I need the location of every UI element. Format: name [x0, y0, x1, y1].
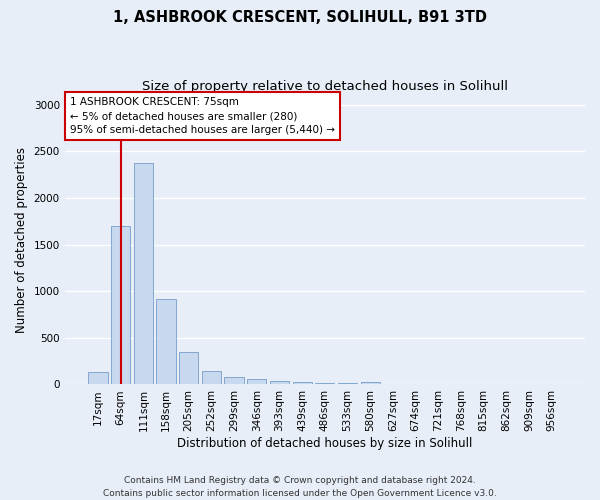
- X-axis label: Distribution of detached houses by size in Solihull: Distribution of detached houses by size …: [177, 437, 473, 450]
- Text: Contains HM Land Registry data © Crown copyright and database right 2024.
Contai: Contains HM Land Registry data © Crown c…: [103, 476, 497, 498]
- Bar: [224, 377, 244, 384]
- Bar: [247, 380, 266, 384]
- Bar: [338, 383, 357, 384]
- Bar: [134, 162, 153, 384]
- Y-axis label: Number of detached properties: Number of detached properties: [15, 147, 28, 333]
- Bar: [361, 382, 380, 384]
- Text: 1, ASHBROOK CRESCENT, SOLIHULL, B91 3TD: 1, ASHBROOK CRESCENT, SOLIHULL, B91 3TD: [113, 10, 487, 25]
- Bar: [111, 226, 130, 384]
- Bar: [270, 380, 289, 384]
- Bar: [157, 298, 176, 384]
- Bar: [315, 382, 334, 384]
- Bar: [179, 352, 199, 384]
- Title: Size of property relative to detached houses in Solihull: Size of property relative to detached ho…: [142, 80, 508, 93]
- Bar: [202, 371, 221, 384]
- Bar: [293, 382, 312, 384]
- Text: 1 ASHBROOK CRESCENT: 75sqm
← 5% of detached houses are smaller (280)
95% of semi: 1 ASHBROOK CRESCENT: 75sqm ← 5% of detac…: [70, 97, 335, 135]
- Bar: [88, 372, 107, 384]
